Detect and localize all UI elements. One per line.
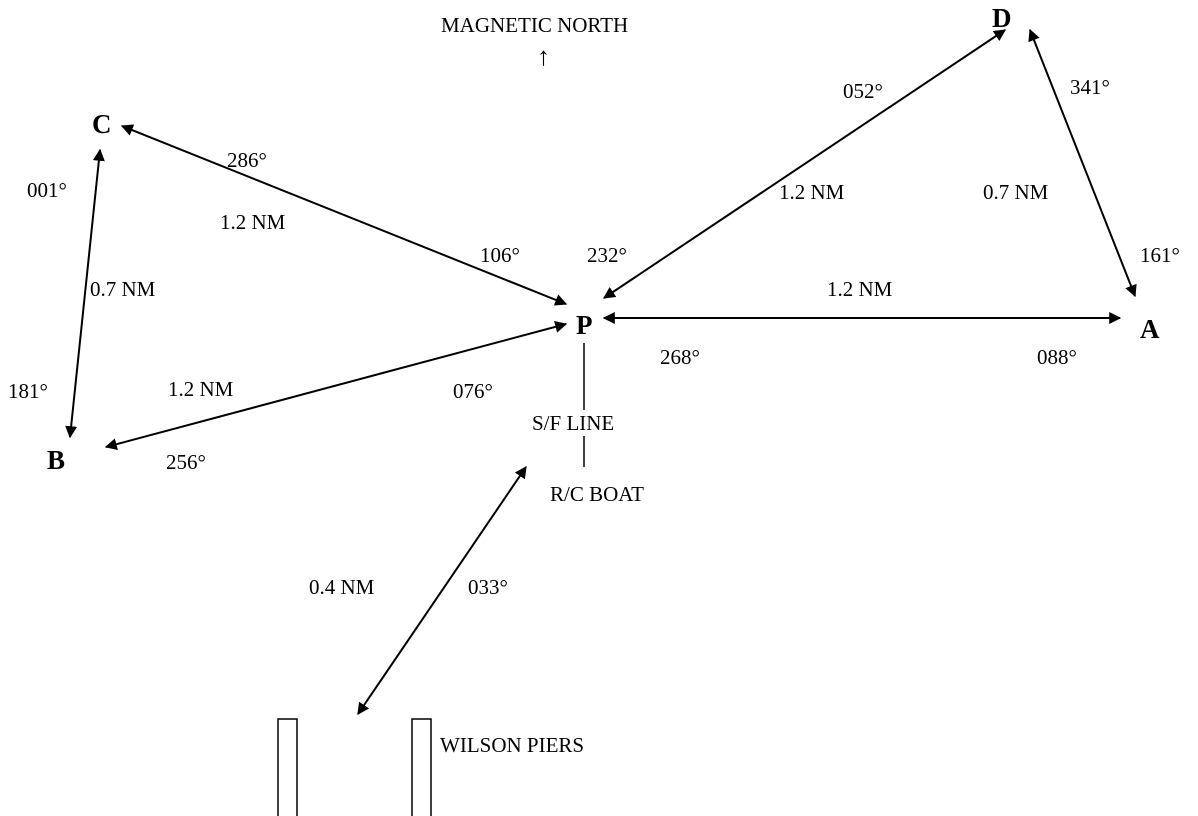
leg-p-b-arrow bbox=[104, 320, 568, 451]
leg-p-c-distance: 1.2 NM bbox=[220, 210, 286, 234]
leg-piers-rc-bearing-out: 033° bbox=[468, 575, 508, 599]
point-b-label: B bbox=[47, 445, 65, 475]
leg-p-c-bearing-back: 106° bbox=[480, 243, 520, 267]
leg-p-a-bearing-back: 268° bbox=[660, 345, 700, 369]
leg-p-a-distance: 1.2 NM bbox=[827, 277, 893, 301]
leg-piers-rc-arrow bbox=[357, 466, 527, 715]
pier-right bbox=[411, 718, 432, 816]
leg-p-b-distance: 1.2 NM bbox=[168, 377, 234, 401]
sf-line-label: S/F LINE bbox=[532, 411, 614, 435]
leg-c-b-bearing-out: 181° bbox=[8, 379, 48, 403]
leg-p-a-bearing-out: 088° bbox=[1037, 345, 1077, 369]
point-p-label: P bbox=[576, 310, 593, 340]
leg-p-b-bearing-out: 256° bbox=[166, 450, 206, 474]
leg-c-b-arrow bbox=[65, 148, 105, 439]
north-arrow-icon: ↑ bbox=[537, 42, 550, 71]
leg-c-p-arrow bbox=[120, 124, 568, 306]
point-c-label: C bbox=[92, 109, 112, 139]
magnetic-north-label: MAGNETIC NORTH bbox=[441, 13, 628, 37]
leg-d-a-bearing-out: 161° bbox=[1140, 243, 1180, 267]
leg-d-a-arrow bbox=[1028, 28, 1137, 298]
leg-p-c-bearing-out: 286° bbox=[227, 148, 267, 172]
leg-p-d-bearing-out: 052° bbox=[843, 79, 883, 103]
leg-p-d-distance: 1.2 NM bbox=[779, 180, 845, 204]
sf-line-label-bg bbox=[553, 410, 619, 436]
leg-c-b-distance: 0.7 NM bbox=[90, 277, 156, 301]
rc-boat-label: R/C BOAT bbox=[550, 482, 644, 506]
pier-left bbox=[277, 718, 298, 816]
leg-c-b-bearing-back: 001° bbox=[27, 178, 67, 202]
leg-p-d-arrow bbox=[603, 29, 1006, 299]
leg-piers-rc-distance: 0.4 NM bbox=[309, 575, 375, 599]
point-d-label: D bbox=[992, 3, 1012, 33]
wilson-piers-label: WILSON PIERS bbox=[440, 733, 584, 757]
leg-d-a-distance: 0.7 NM bbox=[983, 180, 1049, 204]
leg-p-b-bearing-back: 076° bbox=[453, 379, 493, 403]
leg-d-a-bearing-back: 341° bbox=[1070, 75, 1110, 99]
leg-p-d-bearing-back: 232° bbox=[587, 243, 627, 267]
point-a-label: A bbox=[1140, 314, 1160, 344]
